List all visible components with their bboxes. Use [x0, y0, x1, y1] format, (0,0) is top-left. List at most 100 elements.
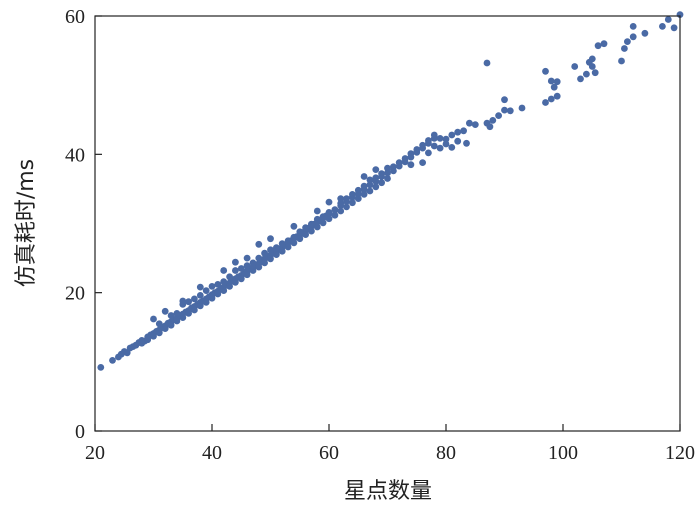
data-point [185, 310, 193, 317]
data-point [232, 258, 239, 266]
data-point [419, 141, 426, 149]
data-point [425, 149, 432, 157]
data-point [155, 329, 163, 337]
data-point [319, 219, 327, 227]
data-point [384, 175, 391, 182]
x-axis-title: 星点数量 [344, 479, 432, 504]
data-point [173, 310, 181, 317]
data-point [226, 283, 234, 290]
plot-frame [94, 15, 681, 432]
x-tick-label: 60 [319, 442, 339, 464]
data-point [588, 63, 596, 70]
data-point [179, 314, 187, 321]
data-point [384, 164, 391, 172]
data-point [284, 237, 292, 245]
data-point [378, 170, 385, 178]
data-point [290, 233, 298, 241]
data-point [220, 287, 228, 294]
data-point [273, 244, 280, 252]
data-point [489, 117, 497, 124]
data-point [267, 246, 274, 254]
data-point [337, 200, 345, 207]
data-point [436, 144, 444, 152]
data-point [302, 231, 309, 239]
data-point [495, 112, 502, 119]
data-point [550, 83, 558, 91]
data-point [226, 273, 234, 281]
data-point [290, 222, 298, 230]
data-point [547, 77, 555, 85]
data-point [430, 131, 438, 139]
data-point [547, 95, 555, 103]
data-point [155, 320, 163, 328]
data-point [243, 271, 251, 279]
data-point [448, 131, 456, 139]
data-point [313, 215, 321, 223]
x-tick-label: 40 [202, 442, 222, 464]
data-point [506, 107, 514, 115]
data-point [471, 121, 479, 128]
data-point [325, 209, 333, 216]
data-point [466, 119, 473, 127]
data-point [255, 240, 263, 248]
data-point [249, 267, 257, 274]
data-point [167, 312, 175, 319]
data-point [278, 247, 286, 255]
data-point [407, 150, 415, 158]
data-point [173, 317, 181, 325]
data-point [430, 142, 438, 150]
data-point [354, 186, 362, 194]
data-point [591, 69, 599, 77]
data-point [261, 249, 268, 257]
data-point [588, 55, 596, 63]
data-point [278, 240, 286, 248]
data-point [185, 298, 193, 306]
data-point [354, 195, 362, 203]
data-point [144, 336, 152, 344]
data-point [267, 235, 274, 243]
data-point [313, 223, 321, 231]
data-point [659, 23, 666, 30]
data-point [454, 137, 462, 145]
data-point [366, 187, 374, 195]
data-point [161, 307, 169, 315]
data-point [407, 161, 415, 169]
y-tick-label: 0 [75, 421, 85, 443]
data-point [284, 243, 292, 251]
data-point [372, 174, 380, 182]
data-point [501, 106, 508, 114]
x-tick-label: 120 [665, 442, 695, 464]
data-point [249, 259, 257, 267]
data-point [629, 23, 637, 30]
data-point [237, 265, 245, 272]
data-point [501, 96, 508, 104]
data-point [267, 255, 274, 263]
data-point [179, 297, 187, 305]
data-point [243, 262, 251, 270]
x-tick-label: 100 [548, 442, 578, 464]
data-point [401, 155, 409, 162]
data-point [97, 364, 105, 371]
data-point [202, 287, 210, 294]
data-point [553, 92, 561, 100]
data-point [413, 146, 421, 153]
x-tick-label: 20 [85, 442, 105, 464]
data-point [553, 78, 561, 86]
data-point [237, 275, 245, 283]
data-point [641, 29, 649, 37]
data-point [308, 220, 315, 228]
data-point [255, 263, 263, 271]
data-point [349, 191, 356, 198]
data-point [577, 75, 584, 83]
data-point [486, 123, 494, 131]
data-point [366, 176, 374, 184]
data-point [624, 38, 631, 45]
data-point [161, 325, 169, 332]
data-point [542, 67, 549, 75]
data-point [419, 159, 426, 167]
data-point [331, 211, 339, 219]
data-point [325, 215, 333, 223]
data-point [337, 207, 345, 215]
data-point [150, 332, 157, 340]
